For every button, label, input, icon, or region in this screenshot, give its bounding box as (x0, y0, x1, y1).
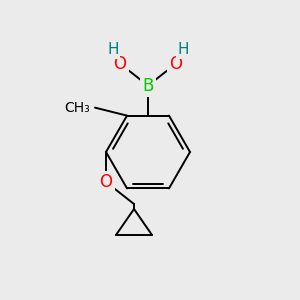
Text: O: O (169, 55, 182, 73)
Text: B: B (142, 76, 154, 94)
Text: O: O (100, 173, 112, 191)
Text: H: H (177, 42, 189, 57)
Text: O: O (113, 55, 127, 73)
Text: H: H (107, 42, 119, 57)
Text: CH₃: CH₃ (64, 100, 90, 115)
